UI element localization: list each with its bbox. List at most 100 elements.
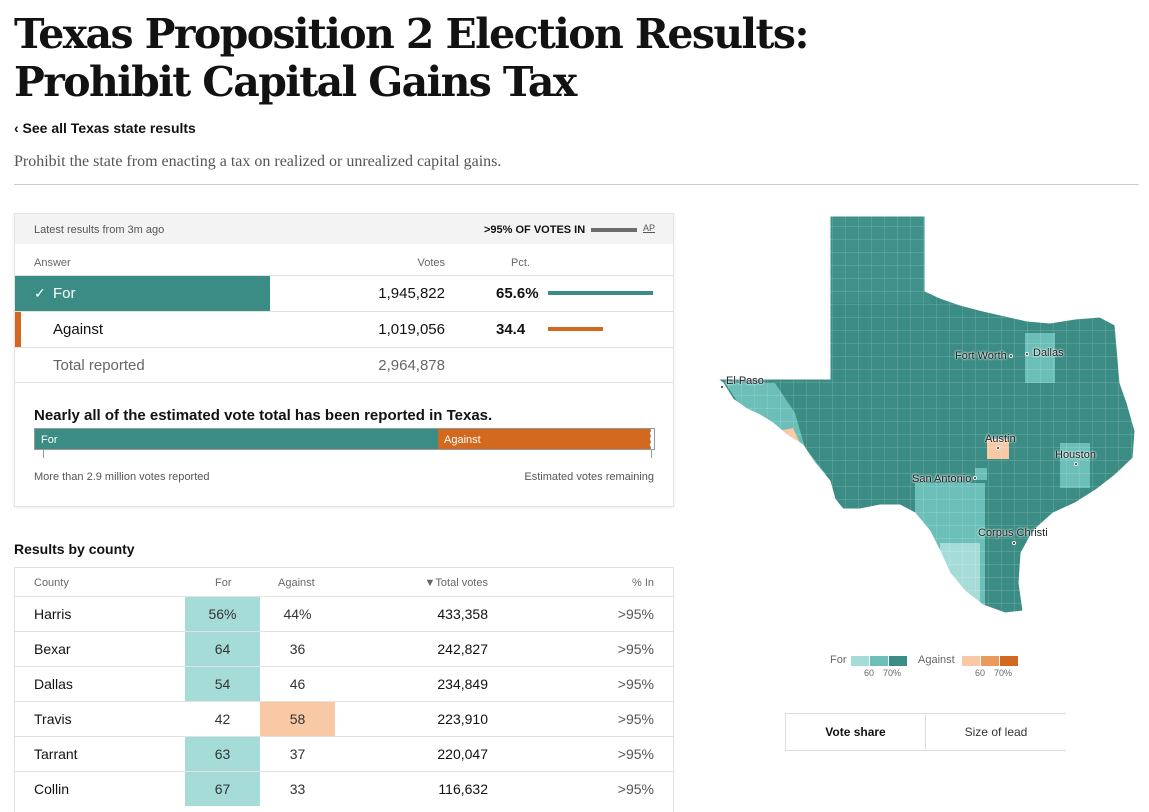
county-against-pct: 44% <box>283 606 312 622</box>
answer-pct: 65.6% <box>496 285 539 302</box>
estimate-for-label: For <box>41 434 58 446</box>
county-pct-in: >95% <box>617 606 654 622</box>
city-dot-el-paso <box>720 385 724 389</box>
answer-pct-bar <box>548 291 653 295</box>
county-column-header[interactable]: County <box>34 577 69 589</box>
map-label-san-antonio: San Antonio <box>912 473 972 485</box>
total-votes-column-header[interactable]: ▼Total votes <box>424 577 488 589</box>
legend-for-light-swatch <box>851 656 869 666</box>
page-title: Texas Proposition 2 Election Results: Pr… <box>14 10 809 106</box>
votes-column-header: Votes <box>417 257 445 269</box>
county-total-votes: 433,358 <box>437 606 488 622</box>
city-dot-fort-worth <box>1009 354 1013 358</box>
total-votes: 2,964,878 <box>378 357 445 374</box>
for-column-header[interactable]: For <box>215 577 232 589</box>
legend-for-label: For <box>830 654 847 666</box>
county-total-votes: 234,849 <box>437 676 488 692</box>
answer-label: For <box>53 285 76 302</box>
county-against-pct: 37 <box>289 746 306 762</box>
estimate-for-segment <box>35 429 438 449</box>
map-label-el-paso: El Paso <box>726 375 764 387</box>
results-summary-box: Latest results from 3m ago >95% OF VOTES… <box>14 213 674 507</box>
county-for-pct: 67 <box>185 772 260 806</box>
county-row[interactable]: Dallas 54 46 234,849 >95% <box>15 666 673 701</box>
pct-column-header: Pct. <box>511 257 530 269</box>
county-row[interactable]: Bexar 64 36 242,827 >95% <box>15 631 673 666</box>
legend-for-tick-70: 70% <box>883 668 902 678</box>
estimated-vote-bar: For Against <box>34 428 655 450</box>
see-all-texas-results-link[interactable]: ‹ See all Texas state results <box>14 120 196 136</box>
legend-against-tick-70: 70% <box>994 668 1013 678</box>
winner-highlight <box>15 276 270 311</box>
county-total-votes: 220,047 <box>437 746 488 762</box>
answer-pct-bar <box>548 327 603 331</box>
estimate-against-label: Against <box>444 434 481 446</box>
county-pct-in: >95% <box>617 676 654 692</box>
county-pct-in: >95% <box>617 641 654 657</box>
ap-source-link[interactable]: AP <box>643 223 656 233</box>
map-label-dallas: Dallas <box>1033 347 1064 359</box>
texas-map-svg[interactable] <box>715 213 1140 618</box>
city-dot-san-antonio <box>973 476 977 480</box>
against-column-header[interactable]: Against <box>278 577 315 589</box>
county-total-votes: 242,827 <box>437 641 488 657</box>
answer-label: Against <box>53 321 104 338</box>
county-total-votes: 223,910 <box>437 711 488 727</box>
map-label-austin: Austin <box>985 433 1016 445</box>
county-pct-in: >95% <box>617 746 654 762</box>
city-dot-houston <box>1074 462 1078 466</box>
divider <box>15 275 673 276</box>
county-row[interactable]: Tarrant 63 37 220,047 >95% <box>15 736 673 771</box>
legend-for-tick-60: 60 <box>864 668 875 678</box>
map-label-houston: Houston <box>1055 449 1096 461</box>
size-of-lead-button[interactable]: Size of lead <box>926 714 1066 750</box>
county-results-heading: Results by county <box>14 541 135 557</box>
city-dot-austin <box>996 446 1000 450</box>
votes-in-bar <box>591 228 637 232</box>
estimate-heading: Nearly all of the estimated vote total h… <box>34 407 493 424</box>
legend-for-mid-swatch <box>870 656 888 666</box>
county-against-pct: 36 <box>289 641 306 657</box>
map-mode-toggle: Vote share Size of lead <box>785 713 1066 751</box>
county-results-table: County For Against ▼Total votes % In Har… <box>14 567 674 812</box>
county-for-pct: 63 <box>185 737 260 771</box>
estimate-against-segment <box>438 429 650 449</box>
total-label: Total reported <box>53 357 145 374</box>
pct-in-column-header[interactable]: % In <box>631 577 654 589</box>
county-name: Bexar <box>34 641 71 657</box>
divider <box>15 347 673 348</box>
county-borders <box>718 216 1135 613</box>
map-label-fort-worth: Fort Worth <box>955 350 1007 362</box>
legend-against-dark-swatch <box>1000 656 1018 666</box>
county-name: Tarrant <box>34 746 78 762</box>
remaining-tick <box>651 450 652 458</box>
county-name: Harris <box>34 606 72 622</box>
answer-votes: 1,019,056 <box>378 321 445 338</box>
county-row[interactable]: Collin 67 33 116,632 >95% <box>15 771 673 806</box>
county-name: Collin <box>34 781 70 797</box>
legend-against-label: Against <box>918 654 955 666</box>
votes-reported-note: More than 2.9 million votes reported <box>34 471 210 483</box>
legend-against-tick-60: 60 <box>975 668 986 678</box>
county-row[interactable]: Harris 56% 44% 433,358 >95% <box>15 596 673 631</box>
county-total-votes: 116,632 <box>438 781 488 797</box>
answer-column-header: Answer <box>34 257 71 269</box>
divider <box>15 382 673 383</box>
results-header: Latest results from 3m ago >95% OF VOTES… <box>15 214 673 244</box>
answer-row-against: Against 1,019,056 34.4 <box>15 312 673 347</box>
county-against-pct: 46 <box>289 676 306 692</box>
divider <box>15 311 673 312</box>
answer-pct: 34.4 <box>496 321 526 338</box>
estimate-remaining-segment <box>650 429 655 449</box>
city-dot-corpus-christi <box>1012 541 1016 545</box>
header-divider <box>14 184 1139 185</box>
county-name: Travis <box>34 711 72 727</box>
proposition-description: Prohibit the state from enacting a tax o… <box>14 153 502 170</box>
county-row[interactable]: Travis 42 58 223,910 >95% <box>15 701 673 736</box>
texas-county-map[interactable]: El Paso Fort Worth Dallas Austin Houston… <box>715 213 1140 618</box>
county-pct-in: >95% <box>617 781 654 797</box>
county-against-pct: 33 <box>289 781 306 797</box>
vote-share-button[interactable]: Vote share <box>786 714 926 750</box>
legend-against-light-swatch <box>962 656 980 666</box>
county-against-pct: 58 <box>260 702 335 736</box>
